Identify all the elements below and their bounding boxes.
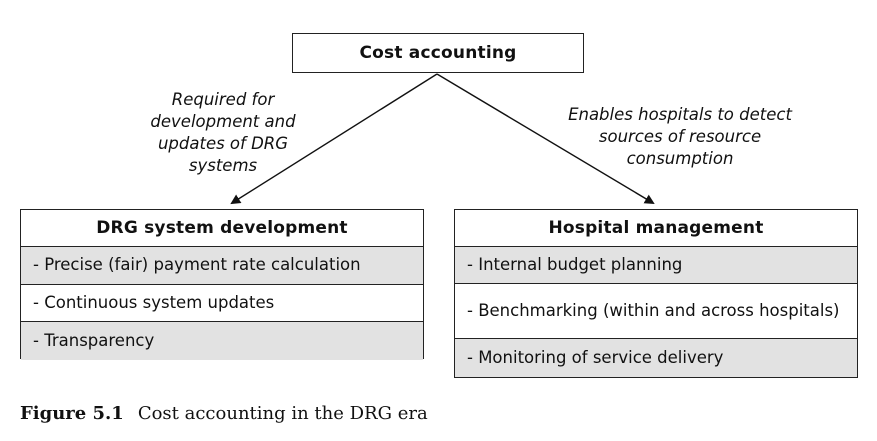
list-item: - Precise (fair) payment rate calculatio… (21, 247, 423, 285)
left-arrow-annotation: Required for development and updates of … (128, 89, 318, 177)
arrow-to-drg-development (230, 73, 438, 205)
figure-caption: Figure 5.1 Cost accounting in the DRG era (20, 403, 428, 424)
figure-number: Figure 5.1 (20, 403, 124, 424)
annotation-line: Required for (171, 90, 275, 109)
right-arrow-annotation: Enables hospitals to detect sources of r… (540, 104, 820, 170)
list-item: - Monitoring of service delivery (455, 339, 857, 377)
annotation-line: Enables hospitals to detect (568, 105, 792, 124)
drg-system-development-title: DRG system development (96, 218, 348, 238)
list-item: - Internal budget planning (455, 247, 857, 284)
arrow-to-hospital-management (436, 73, 655, 205)
hospital-management-box: Hospital management - Internal budget pl… (454, 209, 858, 378)
cost-accounting-title: Cost accounting (359, 43, 517, 63)
drg-system-development-box: DRG system development - Precise (fair) … (20, 209, 424, 360)
annotation-line: systems (188, 156, 258, 175)
hospital-management-title: Hospital management (548, 218, 764, 238)
hospital-management-header: Hospital management (455, 210, 857, 247)
annotation-line: development and (150, 112, 296, 131)
drg-system-development-header: DRG system development (21, 210, 423, 247)
annotation-line: consumption (626, 149, 734, 168)
list-item: - Transparency (21, 322, 423, 360)
annotation-line: updates of DRG (157, 134, 289, 153)
list-item: - Continuous system updates (21, 285, 423, 322)
list-item: - Benchmarking (within and across hospit… (455, 284, 857, 339)
cost-accounting-box: Cost accounting (292, 33, 584, 73)
annotation-line: sources of resource (598, 127, 762, 146)
figure-caption-text: Cost accounting in the DRG era (137, 403, 428, 424)
